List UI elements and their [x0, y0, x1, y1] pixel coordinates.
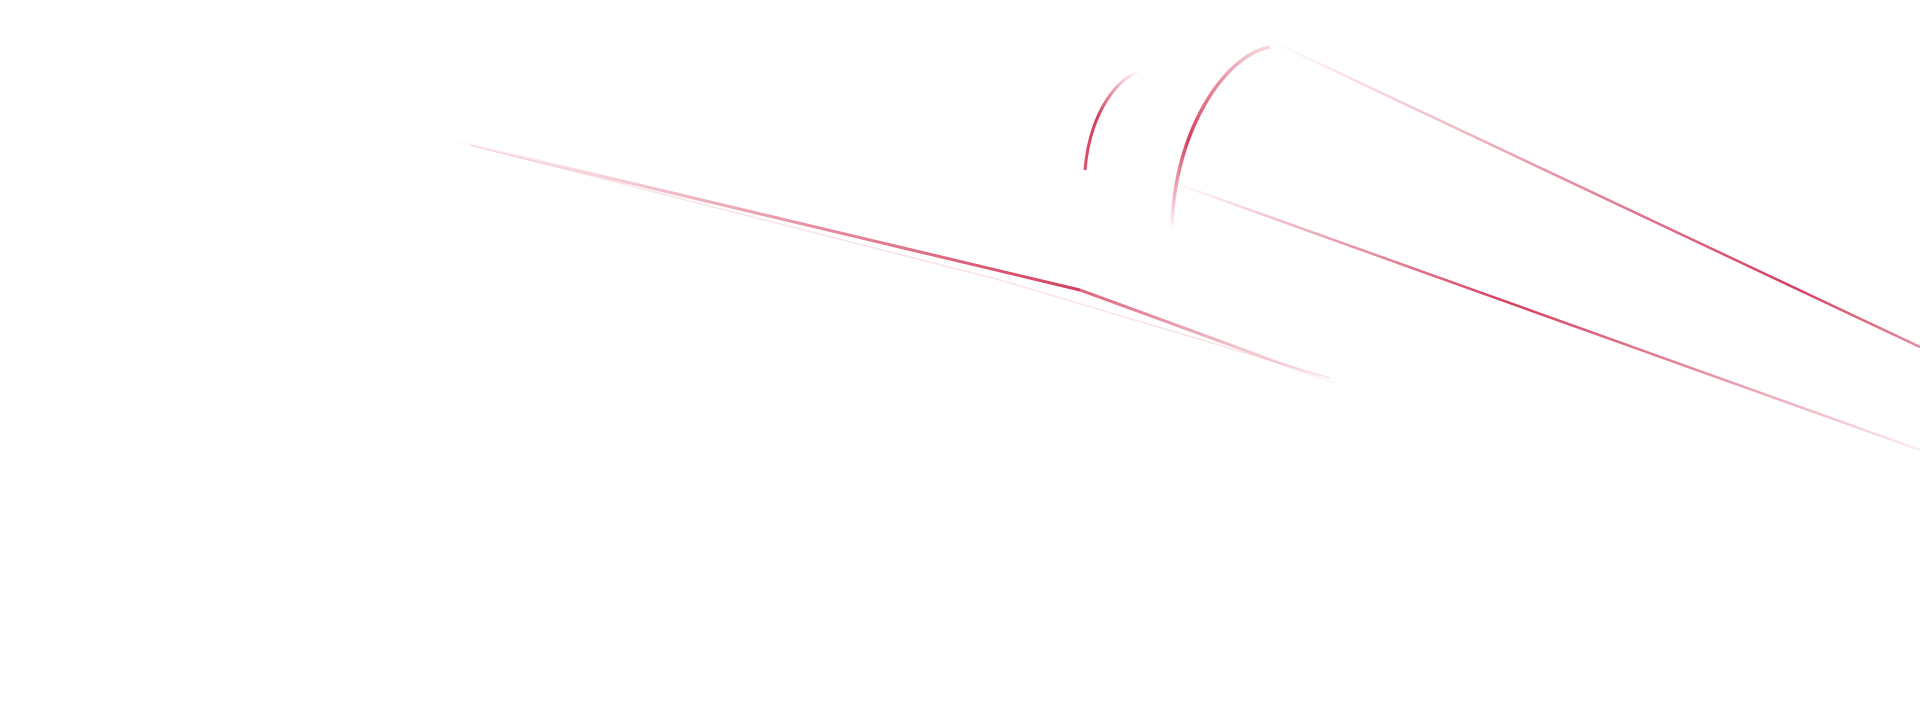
decorative-arc-small — [1083, 69, 1143, 171]
decorative-line-parallel — [469, 144, 1331, 379]
decorative-line-long-left-tail — [1079, 288, 1341, 387]
decorative-line-upper-right — [1264, 36, 1920, 349]
decorative-arc-large — [1170, 45, 1271, 226]
decorative-line-long-left — [449, 138, 1081, 292]
decorative-line-lower-right — [1171, 180, 1920, 452]
